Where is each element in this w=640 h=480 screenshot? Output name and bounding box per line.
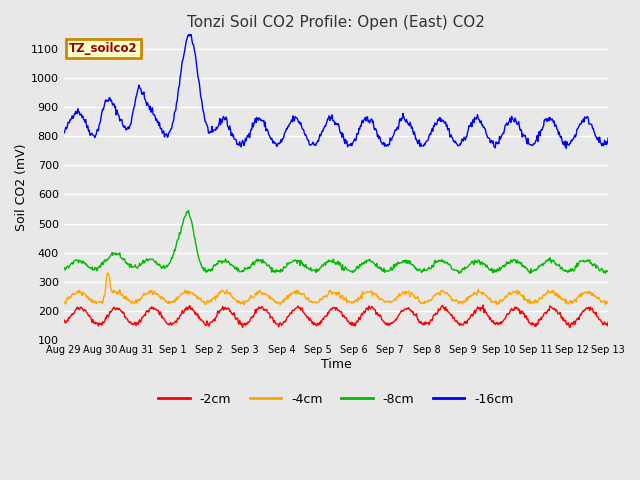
- Legend: -2cm, -4cm, -8cm, -16cm: -2cm, -4cm, -8cm, -16cm: [153, 388, 518, 411]
- Y-axis label: Soil CO2 (mV): Soil CO2 (mV): [15, 144, 28, 231]
- Title: Tonzi Soil CO2 Profile: Open (East) CO2: Tonzi Soil CO2 Profile: Open (East) CO2: [187, 15, 485, 30]
- Text: TZ_soilco2: TZ_soilco2: [69, 42, 138, 55]
- X-axis label: Time: Time: [321, 358, 351, 371]
